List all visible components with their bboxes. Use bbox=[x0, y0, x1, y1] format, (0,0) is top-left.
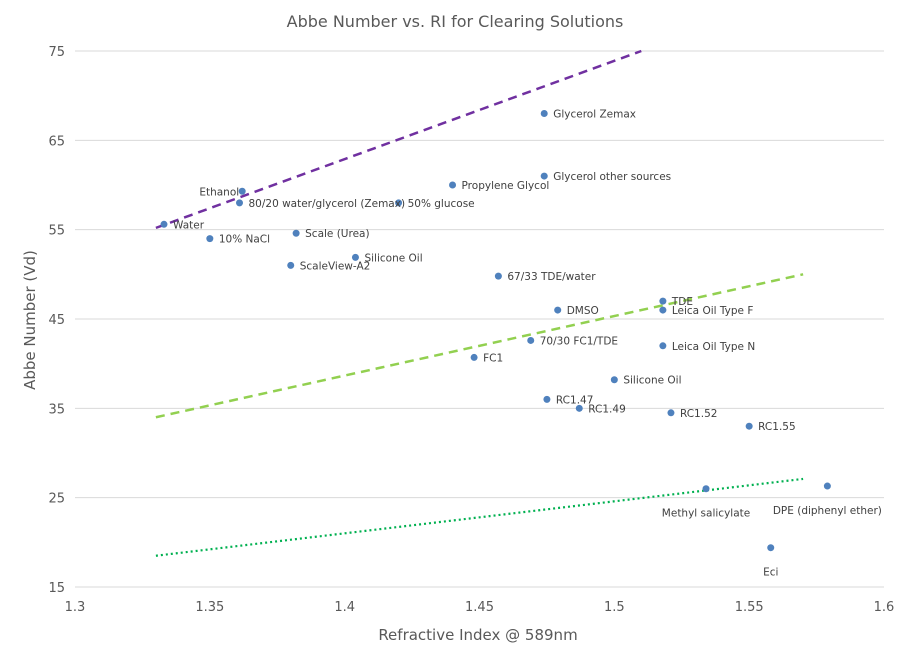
y-tick-label: 75 bbox=[48, 45, 65, 60]
data-point bbox=[659, 342, 667, 350]
data-label: TDE bbox=[671, 296, 693, 308]
data-point bbox=[659, 297, 667, 305]
data-label: DPE (diphenyl ether) bbox=[773, 505, 882, 517]
data-label: 50% glucose bbox=[408, 198, 475, 210]
trend-line-2 bbox=[155, 273, 804, 419]
trend-line-3 bbox=[155, 477, 804, 557]
data-label: Glycerol other sources bbox=[553, 171, 671, 183]
data-label: Silicone Oil bbox=[623, 375, 681, 387]
data-label: RC1.52 bbox=[680, 408, 717, 420]
data-label: RC1.55 bbox=[758, 421, 795, 433]
data-point bbox=[235, 199, 243, 207]
data-point bbox=[494, 272, 502, 280]
data-label: Eci bbox=[763, 567, 778, 579]
data-point bbox=[540, 110, 548, 118]
data-label: Leica Oil Type F bbox=[672, 305, 754, 317]
data-label: FC1 bbox=[483, 352, 503, 364]
x-tick-label: 1.35 bbox=[195, 600, 224, 615]
x-tick-label: 1.45 bbox=[465, 600, 494, 615]
data-label: 67/33 TDE/water bbox=[507, 271, 596, 283]
data-points bbox=[160, 110, 831, 552]
trend-line-1 bbox=[155, 49, 642, 230]
y-tick-label: 45 bbox=[48, 313, 65, 328]
data-point bbox=[667, 409, 675, 417]
data-label: DMSO bbox=[567, 305, 599, 317]
data-point bbox=[823, 482, 831, 490]
data-point bbox=[540, 172, 548, 180]
data-label: Ethanol bbox=[199, 186, 239, 198]
y-axis-title: Abbe Number (Vd) bbox=[21, 250, 39, 390]
y-tick-label: 55 bbox=[48, 224, 65, 239]
data-point bbox=[554, 306, 562, 314]
data-point bbox=[745, 422, 753, 430]
data-label: Scale (Urea) bbox=[305, 228, 369, 240]
data-label: ScaleView-A2 bbox=[300, 260, 371, 272]
y-tick-label: 25 bbox=[48, 492, 65, 507]
data-label: Methyl salicylate bbox=[662, 508, 750, 520]
data-label: RC1.49 bbox=[588, 403, 625, 415]
data-label: Glycerol Zemax bbox=[553, 109, 636, 121]
data-label: Silicone Oil bbox=[364, 252, 422, 264]
x-axis-title: Refractive Index @ 589nm bbox=[378, 626, 577, 644]
data-label: Water bbox=[173, 219, 205, 231]
data-point bbox=[543, 395, 551, 403]
data-label: Leica Oil Type N bbox=[672, 341, 755, 353]
data-point bbox=[470, 353, 478, 361]
data-point bbox=[351, 253, 359, 261]
data-labels: Water 10% NaCl Ethanol 80/20 water/glycerol… bbox=[173, 109, 882, 579]
x-tick-label: 1.6 bbox=[874, 600, 895, 615]
y-tick-label: 35 bbox=[48, 402, 65, 417]
data-point bbox=[659, 306, 667, 314]
data-point bbox=[206, 235, 214, 243]
data-point bbox=[702, 485, 710, 493]
data-point bbox=[238, 187, 246, 195]
chart-title: Abbe Number vs. RI for Clearing Solution… bbox=[287, 12, 624, 31]
y-tick-label: 65 bbox=[48, 134, 65, 149]
x-tick-label: 1.4 bbox=[334, 600, 355, 615]
y-tick-label: 15 bbox=[48, 581, 65, 596]
data-point bbox=[395, 199, 403, 207]
data-label: 10% NaCl bbox=[219, 234, 270, 246]
tick-labels: 15 25 35 45 55 65 75 1.3 1.35 1.4 1.45 1.5 1.55 1.6 bbox=[48, 45, 894, 615]
data-label: 70/30 FC1/TDE bbox=[540, 335, 618, 347]
data-label: RC1.47 bbox=[556, 394, 593, 406]
data-label: 80/20 water/glycerol (Zemax) bbox=[248, 198, 405, 210]
data-point bbox=[575, 404, 583, 412]
data-point bbox=[527, 336, 535, 344]
grid-lines bbox=[75, 50, 884, 588]
data-point bbox=[767, 544, 775, 552]
data-point bbox=[449, 181, 457, 189]
x-tick-label: 1.55 bbox=[735, 600, 764, 615]
trend-lines bbox=[155, 49, 804, 557]
data-point bbox=[610, 376, 618, 384]
data-point bbox=[160, 220, 168, 228]
x-tick-label: 1.3 bbox=[65, 600, 86, 615]
data-point bbox=[292, 229, 300, 237]
data-label: Propylene Glycol bbox=[462, 180, 550, 192]
data-point bbox=[287, 261, 295, 269]
x-tick-label: 1.5 bbox=[604, 600, 625, 615]
